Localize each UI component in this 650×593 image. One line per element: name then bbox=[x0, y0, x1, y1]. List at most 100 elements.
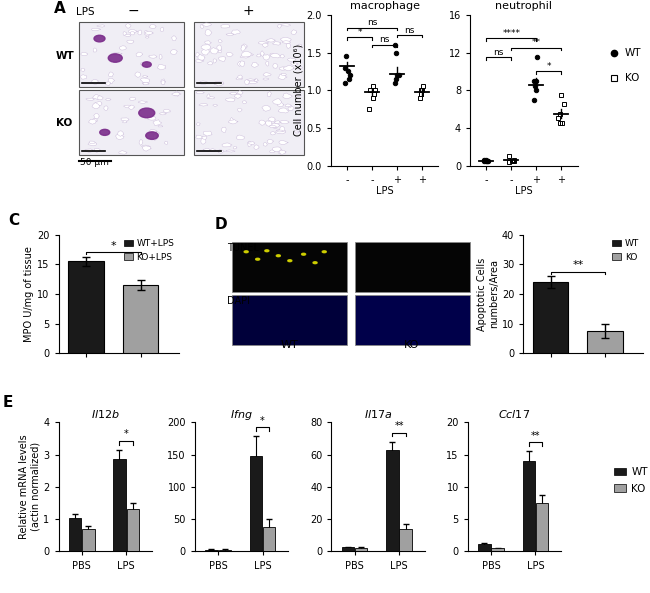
Polygon shape bbox=[279, 141, 289, 145]
Polygon shape bbox=[233, 146, 237, 149]
Polygon shape bbox=[237, 135, 244, 139]
Bar bbox=[194, 23, 304, 87]
Polygon shape bbox=[252, 62, 259, 68]
Polygon shape bbox=[161, 80, 165, 85]
Polygon shape bbox=[205, 29, 212, 36]
Bar bbox=[233, 242, 347, 292]
Polygon shape bbox=[88, 142, 97, 146]
Text: ****: **** bbox=[502, 28, 520, 38]
Polygon shape bbox=[286, 43, 291, 49]
Polygon shape bbox=[287, 58, 296, 62]
Polygon shape bbox=[226, 98, 235, 102]
Polygon shape bbox=[278, 108, 289, 113]
Polygon shape bbox=[263, 73, 271, 76]
Polygon shape bbox=[200, 24, 204, 28]
Polygon shape bbox=[152, 131, 160, 135]
Polygon shape bbox=[213, 104, 218, 107]
Text: D: D bbox=[214, 217, 227, 232]
Circle shape bbox=[244, 251, 248, 253]
Bar bbox=[523, 461, 535, 551]
Text: *: * bbox=[124, 429, 129, 439]
Text: ns: ns bbox=[367, 18, 378, 27]
Polygon shape bbox=[144, 32, 150, 36]
Polygon shape bbox=[202, 49, 210, 55]
Polygon shape bbox=[272, 147, 281, 152]
Polygon shape bbox=[241, 44, 248, 49]
Bar bbox=[233, 295, 347, 345]
Circle shape bbox=[302, 253, 306, 255]
Text: 50 μm: 50 μm bbox=[81, 158, 109, 167]
Text: WT: WT bbox=[625, 47, 641, 58]
Polygon shape bbox=[196, 60, 204, 62]
Polygon shape bbox=[93, 119, 98, 122]
Circle shape bbox=[109, 54, 122, 62]
Polygon shape bbox=[272, 42, 281, 45]
Circle shape bbox=[276, 255, 280, 257]
Text: ns: ns bbox=[404, 25, 415, 34]
Polygon shape bbox=[148, 115, 156, 120]
Polygon shape bbox=[196, 135, 203, 139]
Polygon shape bbox=[170, 50, 177, 55]
Polygon shape bbox=[262, 106, 270, 111]
Text: ns: ns bbox=[380, 36, 390, 44]
Polygon shape bbox=[127, 40, 134, 44]
Polygon shape bbox=[271, 123, 280, 127]
Polygon shape bbox=[144, 31, 148, 33]
Polygon shape bbox=[231, 30, 240, 34]
Bar bbox=[588, 331, 623, 353]
Polygon shape bbox=[278, 149, 283, 154]
Polygon shape bbox=[119, 151, 127, 154]
Polygon shape bbox=[138, 30, 142, 35]
Polygon shape bbox=[247, 81, 257, 84]
Title: neutrophil: neutrophil bbox=[495, 1, 552, 11]
Polygon shape bbox=[203, 148, 210, 151]
Polygon shape bbox=[273, 63, 278, 68]
Title: $\it{Il17a}$: $\it{Il17a}$ bbox=[364, 408, 393, 420]
Polygon shape bbox=[218, 57, 226, 62]
Polygon shape bbox=[240, 62, 244, 65]
Polygon shape bbox=[158, 125, 162, 127]
Polygon shape bbox=[229, 93, 237, 95]
Polygon shape bbox=[172, 93, 181, 95]
Polygon shape bbox=[95, 148, 101, 152]
Polygon shape bbox=[240, 45, 246, 52]
Polygon shape bbox=[92, 79, 98, 85]
Polygon shape bbox=[202, 23, 211, 27]
Polygon shape bbox=[116, 134, 124, 139]
X-axis label: LPS: LPS bbox=[515, 186, 532, 196]
Bar bbox=[123, 285, 159, 353]
Polygon shape bbox=[149, 25, 156, 28]
Polygon shape bbox=[280, 37, 291, 43]
Circle shape bbox=[313, 262, 317, 264]
Polygon shape bbox=[143, 82, 150, 85]
Polygon shape bbox=[142, 82, 148, 84]
Polygon shape bbox=[283, 93, 292, 98]
Polygon shape bbox=[237, 91, 243, 94]
Text: TUNEL: TUNEL bbox=[227, 243, 259, 253]
Polygon shape bbox=[106, 98, 111, 100]
Y-axis label: Apoptotic Cells
numbers/Area: Apoptotic Cells numbers/Area bbox=[477, 257, 499, 330]
Polygon shape bbox=[122, 120, 127, 123]
Polygon shape bbox=[92, 103, 100, 109]
Polygon shape bbox=[92, 28, 101, 31]
Polygon shape bbox=[266, 39, 276, 42]
Polygon shape bbox=[273, 126, 277, 129]
Circle shape bbox=[99, 129, 110, 135]
Polygon shape bbox=[164, 141, 168, 145]
Text: DAPI: DAPI bbox=[227, 296, 250, 307]
Polygon shape bbox=[248, 142, 255, 144]
Polygon shape bbox=[254, 145, 259, 149]
Text: *: * bbox=[111, 241, 116, 251]
Polygon shape bbox=[203, 131, 212, 136]
Polygon shape bbox=[218, 149, 224, 153]
Polygon shape bbox=[238, 75, 242, 79]
Polygon shape bbox=[140, 78, 150, 83]
Circle shape bbox=[94, 35, 105, 42]
Polygon shape bbox=[267, 139, 274, 144]
Text: KO: KO bbox=[625, 73, 639, 83]
Polygon shape bbox=[129, 30, 138, 33]
Polygon shape bbox=[112, 52, 122, 55]
Polygon shape bbox=[254, 79, 259, 81]
Polygon shape bbox=[283, 66, 294, 71]
Bar bbox=[194, 90, 304, 155]
